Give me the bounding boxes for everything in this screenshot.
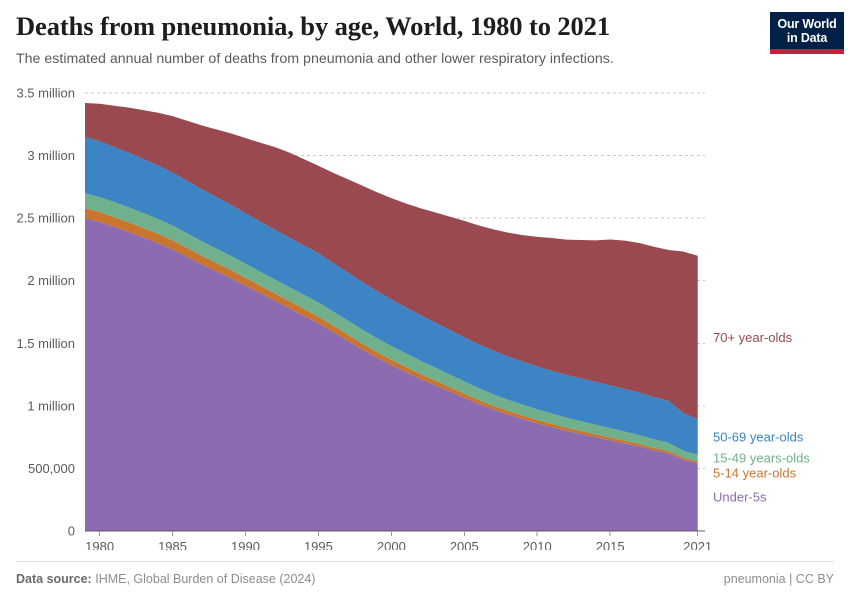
series-label-15-49-years-olds[interactable]: 15-49 years-olds [713, 451, 810, 466]
series-label-under-5s[interactable]: Under-5s [713, 490, 767, 505]
area-series-5-14-year-olds[interactable] [85, 208, 698, 464]
license-note[interactable]: pneumonia | CC BY [723, 572, 834, 586]
y-axis-tick-label: 2.5 million [16, 211, 75, 226]
data-source: Data source: IHME, Global Burden of Dise… [16, 572, 315, 586]
chart-header: Deaths from pneumonia, by age, World, 19… [16, 11, 834, 68]
area-series-70-year-olds[interactable] [85, 103, 698, 420]
series-label-5-14-year-olds[interactable]: 5-14 year-olds [713, 466, 797, 481]
y-axis-tick-label: 500,000 [28, 461, 75, 476]
series-label-70-year-olds[interactable]: 70+ year-olds [713, 330, 793, 345]
data-source-value: IHME, Global Burden of Disease (2024) [95, 572, 316, 586]
area-series-group[interactable] [85, 103, 698, 531]
x-axis-tick-label: 2015 [596, 539, 625, 550]
x-axis-tick-label: 1990 [231, 539, 260, 550]
x-axis-tick-label: 1995 [304, 539, 333, 550]
page-title: Deaths from pneumonia, by age, World, 19… [16, 11, 610, 41]
area-series-50-69-year-olds[interactable] [85, 136, 698, 455]
y-axis-ticks: 0 500,000 1 million 1.5 million 2 million 2.5… [16, 86, 75, 539]
y-axis-tick-label: 1.5 million [16, 336, 75, 351]
x-axis-ticks: 1980 1985 1990 1995 2000 2005 2010 2015 2021 [85, 531, 712, 550]
y-axis-tick-label: 3.5 million [16, 86, 75, 101]
y-axis-tick-label: 0 [68, 524, 75, 539]
stacked-area-chart[interactable]: 0 500,000 1 million 1.5 million 2 million 2.5… [0, 80, 850, 551]
chart-subtitle: The estimated annual number of deaths fr… [16, 50, 614, 67]
area-series-15-49-years-olds[interactable] [85, 193, 698, 462]
y-axis-tick-label: 1 million [27, 398, 75, 413]
chart-area[interactable]: 0 500,000 1 million 1.5 million 2 million 2.5… [0, 80, 850, 551]
logo-line-1: Our World [777, 17, 837, 31]
x-axis-tick-label: 1985 [158, 539, 187, 550]
x-axis-tick-label: 2005 [450, 539, 479, 550]
area-series-under-5s[interactable] [85, 218, 698, 531]
x-axis-tick-label: 1980 [85, 539, 114, 550]
y-axis-tick-label: 3 million [27, 148, 75, 163]
our-world-in-data-logo[interactable]: Our World in Data [770, 12, 844, 54]
data-source-label: Data source: [16, 572, 92, 586]
x-axis-tick-label: 2021 [683, 539, 712, 550]
x-axis-tick-label: 2000 [377, 539, 406, 550]
chart-footer: Data source: IHME, Global Burden of Dise… [16, 561, 834, 586]
series-label-50-69-year-olds[interactable]: 50-69 year-olds [713, 429, 804, 444]
x-axis-tick-label: 2010 [523, 539, 552, 550]
y-axis-tick-label: 2 million [27, 273, 75, 288]
logo-line-2: in Data [786, 31, 828, 45]
